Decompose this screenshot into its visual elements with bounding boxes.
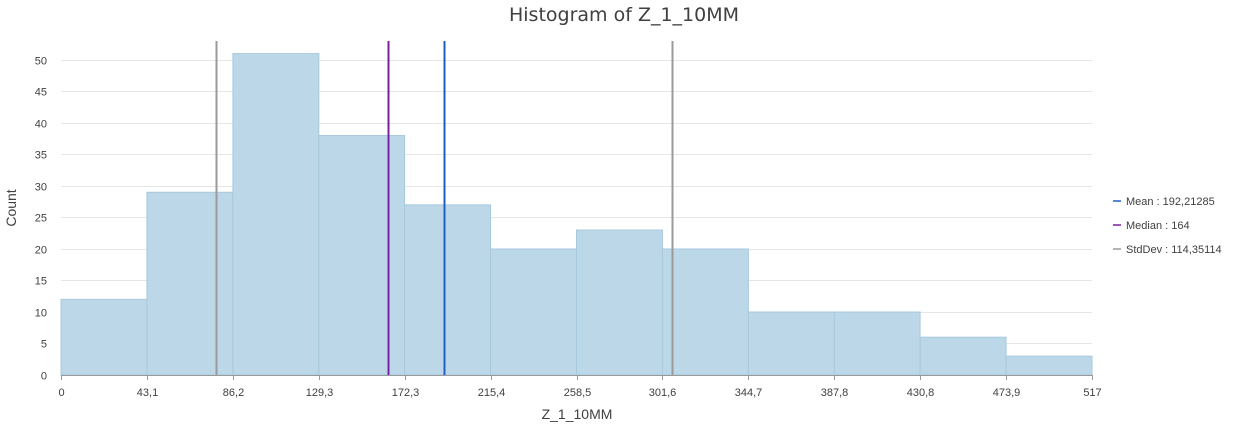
y-tick-label: 5 — [41, 339, 47, 351]
x-tick-label: 258,5 — [564, 387, 592, 399]
histogram-bar — [232, 53, 320, 376]
y-tick-label: 0 — [41, 371, 47, 383]
histogram-bar — [661, 248, 749, 376]
histogram-bar — [833, 311, 921, 376]
histogram-bar — [404, 204, 492, 376]
histogram-bar — [60, 298, 148, 376]
y-tick-label: 25 — [35, 213, 47, 225]
y-tick-label: 20 — [35, 245, 47, 257]
histogram-bar — [318, 135, 406, 376]
x-tick-label: 430,8 — [907, 387, 935, 399]
y-axis-title: Count — [3, 189, 19, 226]
axis-layer: 0 5 10 15 20 25 30 35 40 45 50 0 43,1 86,2 129,3 172,3 2… — [35, 56, 1102, 400]
histogram-bar — [490, 248, 578, 376]
x-tick-label: 473,9 — [993, 387, 1021, 399]
chart-title: Histogram of Z_1_10MM — [509, 4, 739, 26]
legend-label: Median : 164 — [1126, 220, 1190, 232]
x-tick-label: 344,7 — [735, 387, 763, 399]
histogram-bar — [146, 191, 234, 376]
legend: Mean : 192,21285 Median : 164 StdDev : 114… — [1113, 196, 1222, 256]
x-tick-label: 43,1 — [137, 387, 158, 399]
x-tick-label: 86,2 — [223, 387, 244, 399]
y-tick-label: 40 — [35, 119, 47, 131]
histogram-bar — [919, 336, 1007, 376]
x-tick-label: 129,3 — [306, 387, 334, 399]
legend-label: StdDev : 114,35114 — [1126, 244, 1222, 256]
x-tick-label: 0 — [58, 387, 64, 399]
x-tick-label: 172,3 — [392, 387, 420, 399]
histogram-bar — [1005, 355, 1093, 376]
y-tick-label: 45 — [35, 87, 47, 99]
y-tick-label: 50 — [35, 56, 47, 68]
histogram-bar — [747, 311, 835, 376]
x-axis-title: Z_1_10MM — [542, 406, 613, 422]
legend-label: Mean : 192,21285 — [1126, 196, 1215, 208]
histogram-bar — [576, 229, 663, 376]
y-tick-label: 35 — [35, 150, 47, 162]
y-tick-label: 30 — [35, 182, 47, 194]
x-tick-label: 301,6 — [649, 387, 677, 399]
y-tick-label: 15 — [35, 276, 47, 288]
x-tick-label: 215,4 — [478, 387, 506, 399]
y-tick-label: 10 — [35, 308, 47, 320]
x-tick-label: 387,8 — [821, 387, 849, 399]
x-tick-label: 517 — [1083, 387, 1101, 399]
reference-lines-layer — [215, 41, 674, 375]
